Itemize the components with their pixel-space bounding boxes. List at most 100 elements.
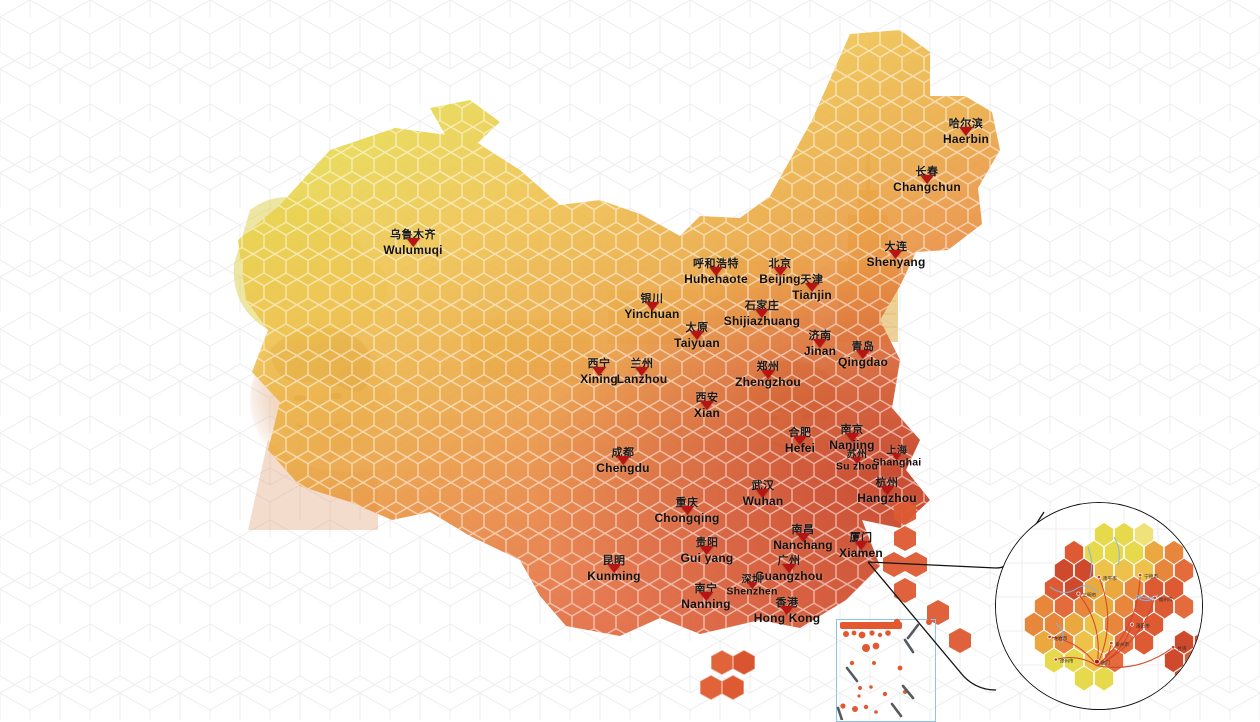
- city-marker[interactable]: 西宁 Xining: [580, 358, 618, 386]
- inset-city-label: 台湾: [1177, 645, 1187, 652]
- city-name-cn: 西宁: [587, 358, 611, 370]
- inset-city-dot[interactable]: [1171, 645, 1176, 650]
- city-marker[interactable]: 厦门 Xiamen: [839, 533, 883, 560]
- inset-city-label: 三明市: [1082, 592, 1096, 599]
- city-marker[interactable]: 合肥 Hefei: [785, 427, 815, 455]
- city-name-pinyin: Yinchuan: [624, 307, 680, 321]
- city-marker[interactable]: 南京 Nanjing: [829, 424, 874, 452]
- city-marker[interactable]: 上海 Shanghai: [873, 446, 922, 468]
- city-marker[interactable]: 北京 Beijing: [759, 258, 801, 286]
- city-name-pinyin: Xiamen: [839, 546, 883, 560]
- city-name-pinyin: Lanzhou: [616, 372, 668, 386]
- map-pin-icon: [700, 401, 714, 410]
- city-marker[interactable]: 兰州 Lanzhou: [616, 359, 668, 386]
- city-name-pinyin: Tianjin: [792, 288, 832, 302]
- inset-river: [1135, 594, 1159, 602]
- map-pin-icon: [680, 506, 694, 515]
- city-marker[interactable]: 银川 Yinchuan: [624, 294, 680, 321]
- city-marker[interactable]: 青岛 Qingdao: [837, 342, 889, 369]
- city-name-pinyin: Beijing: [759, 272, 801, 286]
- inset-city-dot[interactable]: [1096, 575, 1102, 580]
- city-marker[interactable]: 杭州 Hangzhou: [857, 478, 917, 505]
- city-marker[interactable]: 南宁 Nanning: [681, 584, 730, 611]
- city-name-pinyin: Wuhan: [742, 494, 784, 508]
- city-name-cn: 广州: [777, 555, 801, 567]
- map-pin-icon: [779, 606, 794, 615]
- inset-city-dot[interactable]: [1129, 622, 1135, 627]
- map-pin-icon: [709, 267, 723, 276]
- city-marker[interactable]: 南昌 Nanchang: [773, 524, 833, 552]
- city-marker[interactable]: 成都 Chengdu: [596, 448, 649, 475]
- inset-city-label: 福州市: [1159, 596, 1173, 603]
- map-pin-icon: [699, 546, 714, 555]
- map-pin-icon: [851, 457, 862, 465]
- inset-city-dot[interactable]: [1076, 591, 1081, 596]
- city-name-cn: 北京: [768, 258, 792, 270]
- city-marker[interactable]: 乌鲁木齐 Wulumuqi: [383, 230, 442, 257]
- inset-city-dot[interactable]: [1152, 595, 1157, 600]
- city-name-cn: 上海: [886, 445, 908, 457]
- map-pin-icon: [755, 309, 769, 318]
- city-name-cn: 南京: [840, 424, 864, 436]
- map-pin-icon: [880, 486, 894, 495]
- city-marker[interactable]: 长春 Changchun: [893, 167, 961, 194]
- flow-arc: [1096, 646, 1174, 668]
- city-marker[interactable]: 广州 Guangzhou: [755, 555, 823, 583]
- inset-city-dot[interactable]: [1047, 634, 1052, 639]
- flow-arc: [1096, 624, 1133, 667]
- city-marker[interactable]: 西安 Xian: [693, 393, 721, 420]
- city-marker[interactable]: 重庆 Chongqing: [654, 497, 719, 525]
- inset-city-dot[interactable]: [1053, 657, 1058, 662]
- city-name-pinyin: Haerbin: [942, 132, 990, 146]
- city-name-pinyin: Nanchang: [773, 538, 833, 552]
- city-name-cn: 昆明: [602, 555, 626, 567]
- inset-city-dot[interactable]: [1094, 658, 1100, 665]
- fujian-magnifier[interactable]: 南平市 宁德市 三明市 福州市 莆田市 龙岩市 泉州市 漳州市 台湾 厦门: [995, 502, 1203, 710]
- map-pin-icon: [919, 175, 934, 184]
- inset-city-label: 宁德市: [1144, 573, 1158, 580]
- city-name-pinyin: Hong Kong: [753, 611, 821, 625]
- map-pin-icon: [644, 302, 659, 311]
- inset-city-label: 厦门: [1101, 660, 1111, 667]
- map-pin-icon: [813, 339, 827, 348]
- inset-city-dot[interactable]: [1138, 573, 1143, 578]
- city-marker[interactable]: 天津 Tianjin: [792, 275, 832, 302]
- city-name-cn: 石家庄: [744, 300, 780, 312]
- city-marker[interactable]: 太原 Taiyuan: [674, 323, 720, 350]
- inset-city-label: 莆田市: [1136, 623, 1150, 630]
- city-name-cn: 香港: [775, 597, 799, 609]
- city-name-pinyin: Shenzhen: [726, 585, 778, 598]
- city-name-pinyin: Guangzhou: [755, 569, 823, 583]
- city-marker[interactable]: 昆明 Kunming: [587, 555, 640, 583]
- city-name-pinyin: Gui yang: [680, 551, 734, 565]
- city-marker[interactable]: 武汉 Wuhan: [742, 481, 784, 508]
- city-marker[interactable]: 哈尔滨 Haerbin: [942, 119, 990, 146]
- city-marker[interactable]: 济南 Jinan: [803, 331, 837, 358]
- inset-hex-cell: [1173, 665, 1195, 692]
- city-name-cn: 南昌: [791, 524, 815, 536]
- city-name-pinyin: Huhehaote: [684, 272, 748, 286]
- city-marker[interactable]: 大连 Shenyang: [867, 242, 926, 269]
- city-marker[interactable]: 深圳 Shenzhen: [726, 575, 777, 597]
- city-marker[interactable]: 郑州 Zhengzhou: [735, 362, 801, 389]
- map-pin-icon: [793, 436, 807, 445]
- city-marker[interactable]: 石家庄 Shijiazhuang: [724, 300, 800, 328]
- city-marker[interactable]: 贵阳 Gui yang: [680, 538, 734, 565]
- city-name-pinyin: Qingdao: [837, 355, 889, 369]
- city-name-cn: 合肥: [788, 427, 812, 439]
- map-pin-icon: [406, 238, 420, 247]
- city-name-pinyin: Taiyuan: [674, 336, 720, 350]
- inset-city-label: 南平市: [1103, 575, 1117, 582]
- city-name-cn: 重庆: [675, 497, 699, 509]
- city-name-pinyin: Xian: [693, 406, 721, 420]
- city-marker[interactable]: 香港 Hong Kong: [753, 597, 821, 625]
- map-pin-icon: [958, 127, 973, 136]
- inset-city-dot[interactable]: [1109, 641, 1114, 646]
- inset-hex-cell: [1093, 665, 1115, 692]
- map-pin-icon: [592, 367, 606, 376]
- city-name-pinyin: Zhengzhou: [735, 375, 801, 389]
- city-marker[interactable]: 呼和浩特 Huhehaote: [684, 259, 748, 286]
- city-marker[interactable]: 苏州 Su zhou: [836, 450, 878, 472]
- city-name-pinyin: Jinan: [803, 344, 837, 358]
